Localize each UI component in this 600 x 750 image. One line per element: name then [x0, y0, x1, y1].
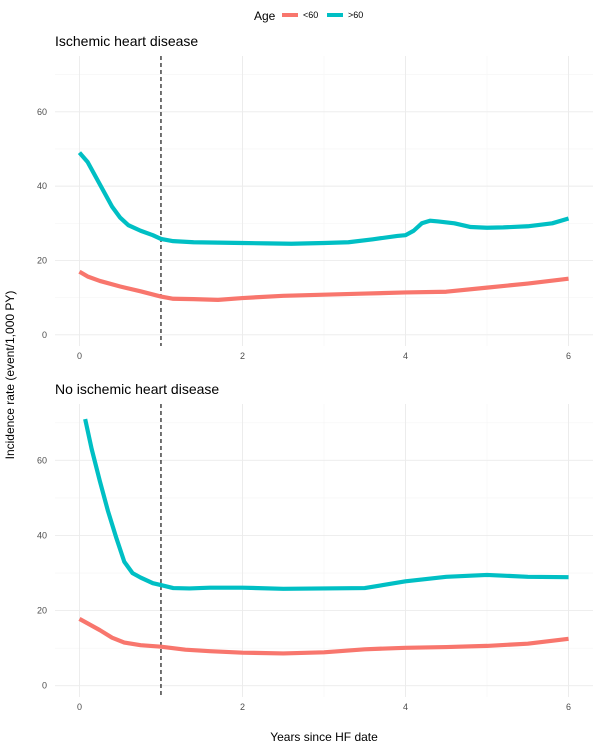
x-tick-label: 0 — [77, 702, 82, 712]
x-tick-label: 6 — [566, 702, 571, 712]
y-tick-label: 20 — [37, 255, 47, 265]
panel-ischemic-grid — [55, 56, 593, 346]
legend-label-over60: >60 — [348, 10, 363, 20]
legend-label-under60: <60 — [303, 10, 318, 20]
x-tick-label: 4 — [403, 351, 408, 361]
x-tick-label: 4 — [403, 702, 408, 712]
x-tick-label: 0 — [77, 351, 82, 361]
y-tick-label: 20 — [37, 606, 47, 616]
y-tick-label: 40 — [37, 181, 47, 191]
y-axis-label: Incidence rate (event/1,000 PY) — [3, 291, 17, 460]
series-line-ischemic-over60 — [77, 151, 570, 246]
legend: Age <60 >60 — [254, 9, 363, 23]
y-tick-label: 0 — [42, 330, 47, 340]
legend-title: Age — [254, 9, 276, 23]
y-tick-label: 60 — [37, 455, 47, 465]
y-tick-label: 60 — [37, 107, 47, 117]
series-line-ischemic-under60 — [78, 269, 569, 302]
x-tick-label: 6 — [566, 351, 571, 361]
panel-no-ischemic-grid — [55, 404, 593, 697]
panel-title-ischemic: Ischemic heart disease — [55, 33, 198, 49]
x-tick-label: 2 — [240, 351, 245, 361]
series-line-no-ischemic-over60 — [83, 418, 569, 591]
y-tick-label: 40 — [37, 530, 47, 540]
x-tick-label: 2 — [240, 702, 245, 712]
y-tick-label: 0 — [42, 681, 47, 691]
x-axis-label: Years since HF date — [270, 730, 378, 744]
series-line-no-ischemic-under60 — [78, 617, 569, 656]
panel-title-no-ischemic: No ischemic heart disease — [55, 381, 219, 397]
